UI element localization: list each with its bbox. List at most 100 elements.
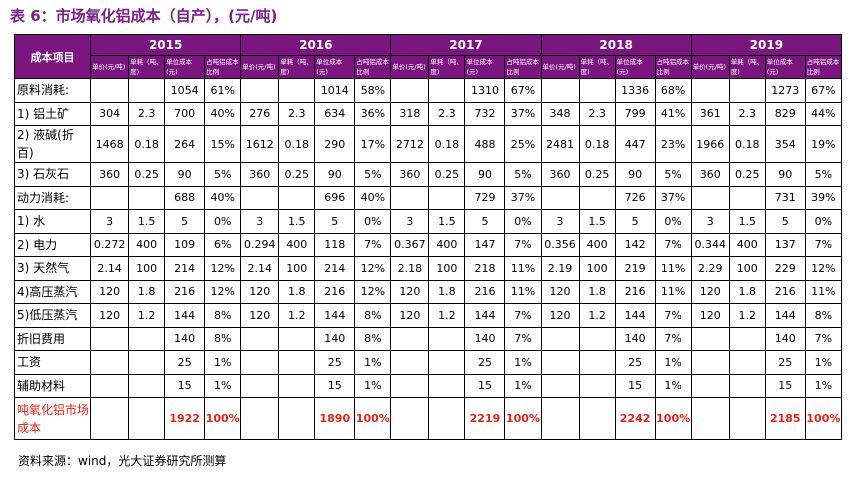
table-cell: 1.5	[278, 209, 316, 234]
header-unit-consumption: 单耗（吨、度)	[428, 55, 466, 79]
table-cell: 120	[690, 303, 730, 328]
table-cell: 2.3	[278, 101, 316, 126]
table-cell: 264	[164, 125, 206, 163]
header-year: 2016	[240, 34, 392, 56]
header-year: 2019	[690, 34, 843, 56]
table-cell: 400	[428, 232, 466, 257]
table-cell: 731	[764, 185, 806, 210]
table-cell: 1310	[464, 78, 506, 103]
table-cell: 41%	[654, 101, 692, 126]
table-cell: 120	[390, 303, 430, 328]
row-label: 4)高压蒸汽	[13, 279, 92, 304]
table-cell: 447	[614, 125, 656, 163]
table-cell: 25	[614, 350, 656, 375]
table-cell: 1336	[614, 78, 656, 103]
header-cost-share: 占吨铝成本比例	[204, 55, 242, 79]
table-cell: 732	[464, 101, 506, 126]
table-cell: 0%	[654, 209, 692, 234]
table-cell: 7%	[654, 326, 692, 351]
table-cell: 120	[390, 279, 430, 304]
table-row: 2) 电力 0.272 400 109 6% 0.294 400 118 7% 0.367 400 1…	[13, 232, 843, 257]
table-cell	[428, 373, 466, 398]
table-cell: 8%	[354, 303, 392, 328]
table-cell: 37%	[504, 185, 542, 210]
table-cell	[90, 78, 130, 103]
table-cell: 0.294	[240, 232, 280, 257]
table-cell: 216	[164, 279, 206, 304]
table-cell: 144	[464, 303, 506, 328]
table-cell: 1%	[504, 350, 542, 375]
table-cell: 2219	[464, 397, 506, 440]
table-cell	[578, 397, 616, 440]
table-cell: 354	[764, 125, 806, 163]
table-cell: 2242	[614, 397, 656, 440]
table-cell: 3	[540, 209, 580, 234]
table-cell: 1.2	[578, 303, 616, 328]
table-cell: 1612	[240, 125, 280, 163]
table-cell: 5%	[354, 162, 392, 187]
table-cell: 3	[90, 209, 130, 234]
table-cell	[428, 78, 466, 103]
table-cell: 1%	[354, 373, 392, 398]
table-cell: 100	[578, 256, 616, 281]
table-cell	[540, 373, 580, 398]
table-cell: 8%	[354, 326, 392, 351]
table-cell: 58%	[354, 78, 392, 103]
table-cell: 0.344	[690, 232, 730, 257]
table-cell: 7%	[654, 303, 692, 328]
table-cell: 109	[164, 232, 206, 257]
table-cell: 61%	[204, 78, 242, 103]
table-cell: 100%	[354, 397, 392, 440]
table-cell	[390, 185, 430, 210]
header-unit-price: 单价(元/吨)	[690, 55, 730, 79]
table-cell: 40%	[354, 185, 392, 210]
table-cell: 360	[690, 162, 730, 187]
header-unit-consumption: 单耗（吨、度)	[728, 55, 766, 79]
table-cell: 360	[390, 162, 430, 187]
table-cell: 12%	[804, 256, 843, 281]
table-cell: 25%	[504, 125, 542, 163]
table-cell: 140	[764, 326, 806, 351]
table-cell: 5	[164, 209, 206, 234]
table-cell: 634	[314, 101, 356, 126]
header-cost-share: 占吨铝成本比例	[654, 55, 692, 79]
table-cell	[128, 185, 166, 210]
table-row: 工资 25 1% 25 1% 25 1% 25 1% 25 1%	[13, 350, 843, 375]
table-cell: 11%	[504, 279, 542, 304]
table-row: 1) 水 3 1.5 5 0% 3 1.5 5 0% 3 1.5 5 0% 3 1.5 5 0% 3 1.5 5 0%	[13, 209, 843, 234]
header-unit-price: 单价(元/吨)	[90, 55, 130, 79]
table-cell: 7%	[504, 303, 542, 328]
table-row: 吨氧化铝市场成本 1922 100% 1890 100% 2219 100% 2242 100%…	[13, 397, 843, 440]
table-cell: 700	[164, 101, 206, 126]
table-cell: 100	[278, 256, 316, 281]
table-cell: 2.14	[90, 256, 130, 281]
table-cell: 276	[240, 101, 280, 126]
header-year: 2018	[540, 34, 692, 56]
table-cell	[240, 373, 280, 398]
table-cell: 1%	[804, 373, 843, 398]
table-cell	[540, 326, 580, 351]
table-cell	[428, 350, 466, 375]
table-cell	[690, 373, 730, 398]
table-cell: 39%	[804, 185, 843, 210]
table-cell: 216	[614, 279, 656, 304]
table-cell	[390, 78, 430, 103]
table-cell: 0%	[204, 209, 242, 234]
table-cell: 400	[728, 232, 766, 257]
table-cell	[428, 326, 466, 351]
table-cell: 1966	[690, 125, 730, 163]
table-cell: 2.18	[390, 256, 430, 281]
table-cell: 6%	[204, 232, 242, 257]
table-cell	[578, 350, 616, 375]
table-cell: 25	[314, 350, 356, 375]
table-cell: 2.19	[540, 256, 580, 281]
table-cell: 68%	[654, 78, 692, 103]
table-cell: 1.2	[128, 303, 166, 328]
table-cell	[90, 326, 130, 351]
table-cell: 25	[764, 350, 806, 375]
table-cell: 400	[278, 232, 316, 257]
table-cell: 348	[540, 101, 580, 126]
table-cell	[728, 373, 766, 398]
table-cell: 144	[764, 303, 806, 328]
table-cell	[240, 185, 280, 210]
